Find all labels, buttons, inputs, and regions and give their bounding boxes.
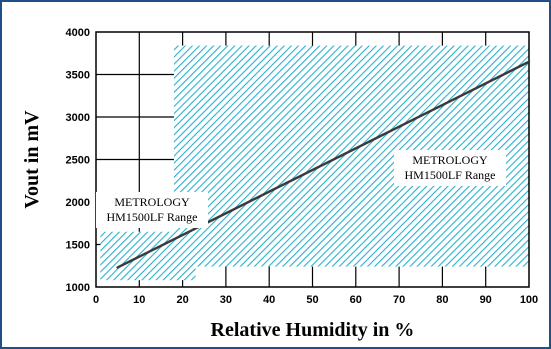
region-label-text: HM1500LF Range	[405, 168, 496, 182]
x-tick-label: 70	[393, 294, 405, 306]
x-tick-label: 90	[480, 294, 492, 306]
y-tick-label: 1500	[66, 240, 90, 252]
y-axis-title: Vout in mV	[21, 110, 43, 209]
x-tick-label: 0	[93, 294, 99, 306]
x-tick-label: 30	[220, 294, 232, 306]
region-label-text: METROLOGY	[114, 195, 190, 209]
x-tick-label: 100	[520, 294, 538, 306]
x-tick-label: 40	[263, 294, 275, 306]
x-axis-title: Relative Humidity in %	[211, 319, 415, 341]
x-tick-label: 80	[436, 294, 448, 306]
x-tick-label: 60	[350, 294, 362, 306]
y-tick-label: 3500	[66, 70, 90, 82]
y-tick-label: 4000	[66, 27, 90, 39]
x-tick-label: 20	[176, 294, 188, 306]
region-label-text: METROLOGY	[412, 153, 488, 167]
x-tick-label: 10	[133, 294, 145, 306]
y-tick-label: 2000	[66, 197, 90, 209]
region-label-text: HM1500LF Range	[107, 210, 198, 224]
y-tick-label: 2500	[66, 155, 90, 167]
y-tick-label: 1000	[66, 282, 90, 294]
y-tick-label: 3000	[66, 112, 90, 124]
x-tick-label: 50	[306, 294, 318, 306]
